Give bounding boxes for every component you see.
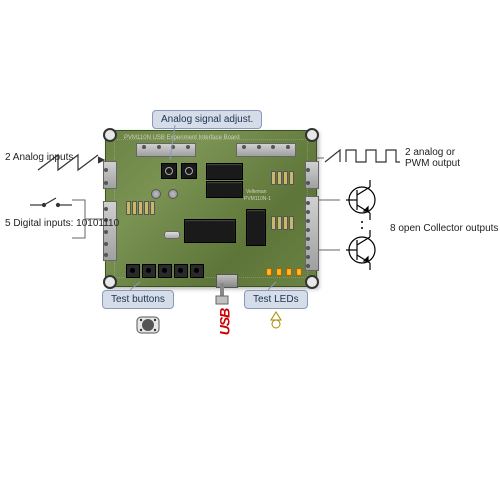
transistor-2 [346, 230, 375, 270]
label-collector-outputs: 8 open Collector outputs [390, 223, 498, 234]
label-analog-outputs: 2 analog or PWM output [405, 147, 460, 169]
pot-1 [161, 163, 177, 179]
chip-main [184, 219, 236, 243]
test-leds [266, 268, 302, 276]
label-digital-inputs: 5 Digital inputs: 10101110 [5, 218, 119, 229]
callout-analog-adjust: Analog signal adjust. [152, 110, 262, 129]
transistor-1 [346, 180, 375, 220]
cap-2 [168, 189, 178, 199]
test-button-1 [126, 264, 140, 278]
signal-analog-output [325, 150, 400, 162]
terminal-top-right [236, 143, 296, 157]
terminal-top-left [136, 143, 196, 157]
label-analog-inputs: 2 Analog inputs [5, 152, 73, 163]
pcb-board: PVM110N USB Experiment Interface Board [105, 130, 317, 287]
cap-1 [151, 189, 161, 199]
test-button-3 [158, 264, 172, 278]
terminal-right-top [305, 161, 319, 189]
crystal [164, 231, 180, 239]
test-button-5 [190, 264, 204, 278]
terminal-left-bottom [103, 201, 117, 261]
callout-test-buttons: Test buttons [102, 290, 174, 309]
test-led-icon [271, 312, 281, 328]
test-button-icon [137, 317, 159, 333]
chip-2 [206, 181, 243, 198]
test-button-2 [142, 264, 156, 278]
chip-driver [246, 209, 266, 246]
usb-logo: USB [216, 309, 232, 336]
test-button-4 [174, 264, 188, 278]
pcb-model: PVM110N-1 [244, 196, 271, 202]
pcb-brand: Velleman [246, 189, 267, 195]
switch-icon [30, 198, 72, 207]
callout-test-leds: Test LEDs [244, 290, 308, 309]
pot-2 [181, 163, 197, 179]
usb-port [216, 274, 238, 288]
pcb-silkscreen: PVM110N USB Experiment Interface Board [124, 135, 240, 141]
chip-1 [206, 163, 243, 180]
terminal-left-top [103, 161, 117, 189]
terminal-right-bottom [305, 196, 319, 271]
